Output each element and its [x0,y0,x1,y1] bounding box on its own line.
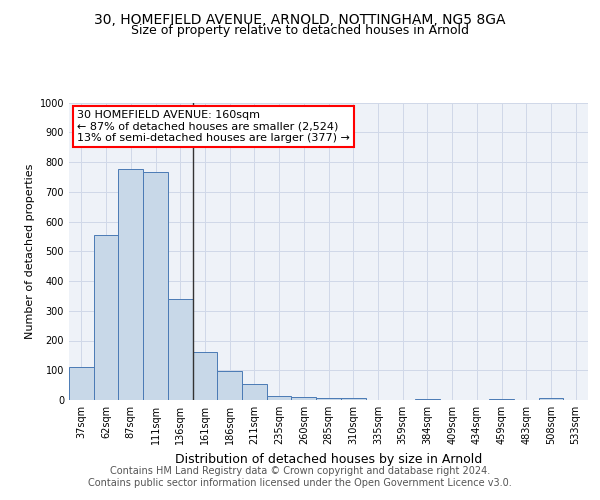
Bar [341,398,365,400]
Text: 30, HOMEFIELD AVENUE, ARNOLD, NOTTINGHAM, NG5 8GA: 30, HOMEFIELD AVENUE, ARNOLD, NOTTINGHAM… [94,12,506,26]
Bar [316,398,341,400]
Bar [69,366,94,400]
Text: Contains HM Land Registry data © Crown copyright and database right 2024.
Contai: Contains HM Land Registry data © Crown c… [88,466,512,487]
Bar [415,398,440,400]
Text: Size of property relative to detached houses in Arnold: Size of property relative to detached ho… [131,24,469,37]
Bar [143,172,168,400]
Bar [118,170,143,400]
X-axis label: Distribution of detached houses by size in Arnold: Distribution of detached houses by size … [175,452,482,466]
Bar [489,398,514,400]
Bar [217,371,242,400]
Bar [267,396,292,400]
Bar [539,398,563,400]
Bar [292,397,316,400]
Bar [242,384,267,400]
Y-axis label: Number of detached properties: Number of detached properties [25,164,35,339]
Bar [168,300,193,400]
Bar [94,235,118,400]
Bar [193,352,217,400]
Text: 30 HOMEFIELD AVENUE: 160sqm
← 87% of detached houses are smaller (2,524)
13% of : 30 HOMEFIELD AVENUE: 160sqm ← 87% of det… [77,110,350,143]
